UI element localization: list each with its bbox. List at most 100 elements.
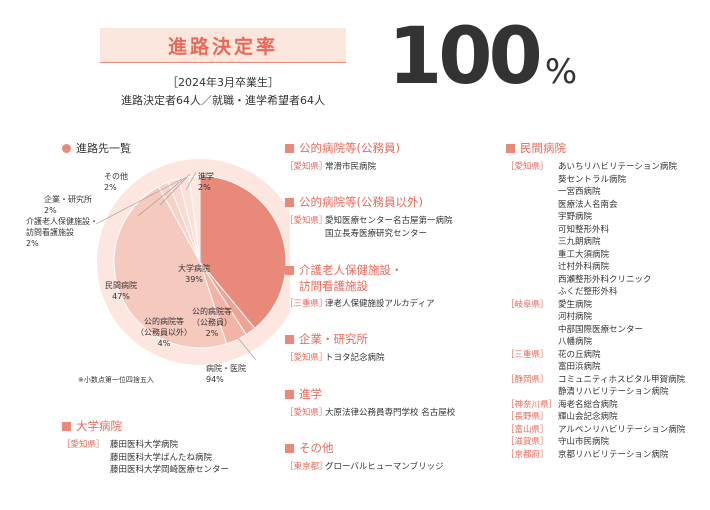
pie-slices	[113, 175, 287, 349]
list-item: ［愛知県］常滑市民病院	[285, 161, 400, 174]
institution-name: 重工大須病院	[558, 249, 610, 260]
subtitle-year: ［2024年3月卒業生］	[167, 76, 279, 89]
square-bullet-icon	[285, 198, 294, 207]
label-kigyo: 企業・研究所 2%	[44, 194, 92, 216]
prefecture-tag: ［東京都］	[285, 462, 328, 472]
slice-daigaku	[199, 175, 287, 329]
institution-name: 京都リハビリテーション病院	[558, 449, 669, 460]
label-koteki1-name-a: 公的病院等	[192, 307, 232, 316]
institution-name: 葵セントラル病院	[558, 174, 627, 185]
label-koteki1-value: 2%	[205, 329, 219, 338]
institution-name: 藤田医科大学病院	[110, 440, 179, 450]
list-item: ［静岡県］ コミュニティホスピタル甲賀病院	[506, 374, 685, 387]
section-minkan-title: 民間病院	[506, 140, 685, 156]
section-title-text-a: 介護老人保健施設・	[299, 263, 403, 277]
label-minkan-name: 民間病院	[105, 281, 137, 290]
rate-unit: %	[544, 52, 578, 92]
list-item: ［神奈川県］海老名総合病院	[506, 399, 685, 412]
label-daigaku-value: 39%	[185, 275, 203, 284]
institution-name: 海老名総合病院	[558, 399, 618, 410]
prefecture-tag: ［愛知県］	[62, 440, 105, 450]
institution-name: 津老人保健施設アルカディア	[325, 299, 435, 309]
list-item: 西瀬整形外科クリニック	[506, 274, 685, 287]
section-title-text: 進学	[299, 387, 322, 401]
section-kaigo-list: ［三重県］津老人保健施設アルカディア	[285, 298, 435, 311]
list-item: 葵セントラル病院	[506, 174, 685, 187]
section-sonota-title: その他	[285, 440, 444, 456]
section-kigyo: 企業・研究所 ［愛知県］トヨタ記念病院	[285, 331, 385, 365]
page-title: 進路決定率	[167, 36, 278, 58]
list-item: ［愛知県］トヨタ記念病院	[285, 352, 385, 365]
label-koteki2-name-b: （公務員以外）	[136, 328, 192, 337]
decision-rate: 100%	[388, 18, 577, 96]
label-kaigo-name-b: 訪問看護施設	[26, 228, 74, 237]
footnote: ※小数点第一位四捨五入	[78, 376, 154, 384]
label-daigaku: 大学病院 39%	[178, 263, 210, 285]
label-hospital-total: 病院・医院 94%	[206, 363, 246, 385]
label-koteki2-value: 4%	[157, 339, 171, 348]
slice-minkan	[113, 185, 228, 349]
prefecture-tag: ［三重県］	[506, 349, 549, 360]
slice-shingaku	[188, 175, 201, 263]
prefecture-tag: ［愛知県］	[285, 162, 328, 172]
square-bullet-icon	[285, 444, 294, 453]
section-koteki-other-list: ［愛知県］愛知医療センター名古屋第一病院 国立長寿医療研究センター	[285, 215, 453, 240]
section-kaigo-title: 介護老人保健施設・	[285, 262, 435, 278]
prefecture-tag: ［京都府］	[506, 449, 549, 460]
institution-name: ふくだ整形外科	[558, 287, 618, 297]
institution-name: グローバルヒューマンブリッジ	[325, 462, 444, 472]
section-daigaku-title: 大学病院	[62, 418, 229, 434]
list-item: 富田浜病院	[506, 361, 685, 374]
list-item: 医療法人名南会	[506, 199, 685, 212]
section-title-text: 民間病院	[520, 141, 566, 155]
label-daigaku-name: 大学病院	[178, 264, 210, 273]
label-shingaku-name: 進学	[198, 172, 214, 181]
section-koteki-other: 公的病院等(公務員以外) ［愛知県］愛知医療センター名古屋第一病院 国立長寿医療研…	[285, 194, 453, 240]
institution-name: 愛知医療センター名古屋第一病院	[325, 216, 453, 226]
section-shingaku-title: 進学	[285, 386, 455, 402]
list-item: ［三重県］ 花の丘病院	[506, 349, 685, 362]
label-shingaku-value: 2%	[198, 183, 211, 192]
list-item: ふくだ整形外科	[506, 286, 685, 299]
institution-name: 常滑市民病院	[325, 162, 377, 172]
section-minkan-list: ［愛知県］ あいちリハビリテーション病院 葵セントラル病院 一宮西病院 医療法人名南会宇…	[506, 161, 685, 461]
list-item: ［愛知県］愛知医療センター名古屋第一病院	[285, 215, 453, 228]
institution-name: 藤田医科大学岡崎医療センター	[110, 465, 230, 475]
institution-name: 西瀬整形外科クリニック	[558, 274, 652, 285]
prefecture-tag: ［愛知県］	[285, 408, 328, 418]
list-item: 国立長寿医療研究センター	[285, 228, 453, 241]
section-koteki-komuin: 公的病院等(公務員) ［愛知県］常滑市民病院	[285, 140, 400, 174]
list-item: ［長野県］ 輝山会記念病院	[506, 411, 685, 424]
list-item: ［東京都］グローバルヒューマンブリッジ	[285, 461, 444, 474]
prefecture-tag: ［神奈川県］	[506, 399, 558, 410]
list-item: ［滋賀県］ 守山市民病院	[506, 436, 685, 449]
prefecture-tag: ［愛知県］	[285, 216, 328, 226]
subtitle-counts: 進路決定者64人／就職・進学希望者64人	[121, 94, 325, 107]
institution-name: 一宮西病院	[558, 187, 601, 197]
list-item: 三九朗病院	[506, 236, 685, 249]
list-item: ［愛知県］ 藤田医科大学病院	[62, 439, 229, 452]
title-banner	[100, 28, 346, 63]
institution-name: 可知整形外科	[558, 224, 610, 235]
section-title-text: 公的病院等(公務員)	[299, 141, 400, 155]
institution-name: 静清リハビリテーション病院	[558, 387, 669, 397]
list-item: 一宮西病院	[506, 186, 685, 199]
prefecture-tag: ［愛知県］	[506, 162, 549, 172]
institution-name: 国立長寿医療研究センター	[325, 228, 428, 239]
institution-name: 辻村外科病院	[558, 262, 610, 272]
section-koteki-other-title: 公的病院等(公務員以外)	[285, 194, 453, 210]
section-sonota-list: ［東京都］グローバルヒューマンブリッジ	[285, 461, 444, 474]
pie-heading: 進路先一覧	[62, 140, 131, 156]
list-item: ［三重県］津老人保健施設アルカディア	[285, 298, 435, 311]
rate-number: 100	[388, 12, 543, 102]
list-item: ［京都府］ 京都リハビリテーション病院	[506, 449, 685, 462]
list-item: ［富山県］ アルペンリハビリテーション病院	[506, 424, 685, 437]
institution-name: 三九朗病院	[558, 237, 601, 247]
section-title-text: その他	[299, 441, 334, 455]
label-kigyo-value: 2%	[44, 206, 57, 215]
list-item: 重工大須病院	[506, 249, 685, 262]
section-kigyo-list: ［愛知県］トヨタ記念病院	[285, 352, 385, 365]
institution-name: 中部国際医療センター	[558, 324, 644, 335]
section-koteki-komuin-list: ［愛知県］常滑市民病院	[285, 161, 400, 174]
list-item: ［岐阜県］ 愛生病院	[506, 299, 685, 312]
